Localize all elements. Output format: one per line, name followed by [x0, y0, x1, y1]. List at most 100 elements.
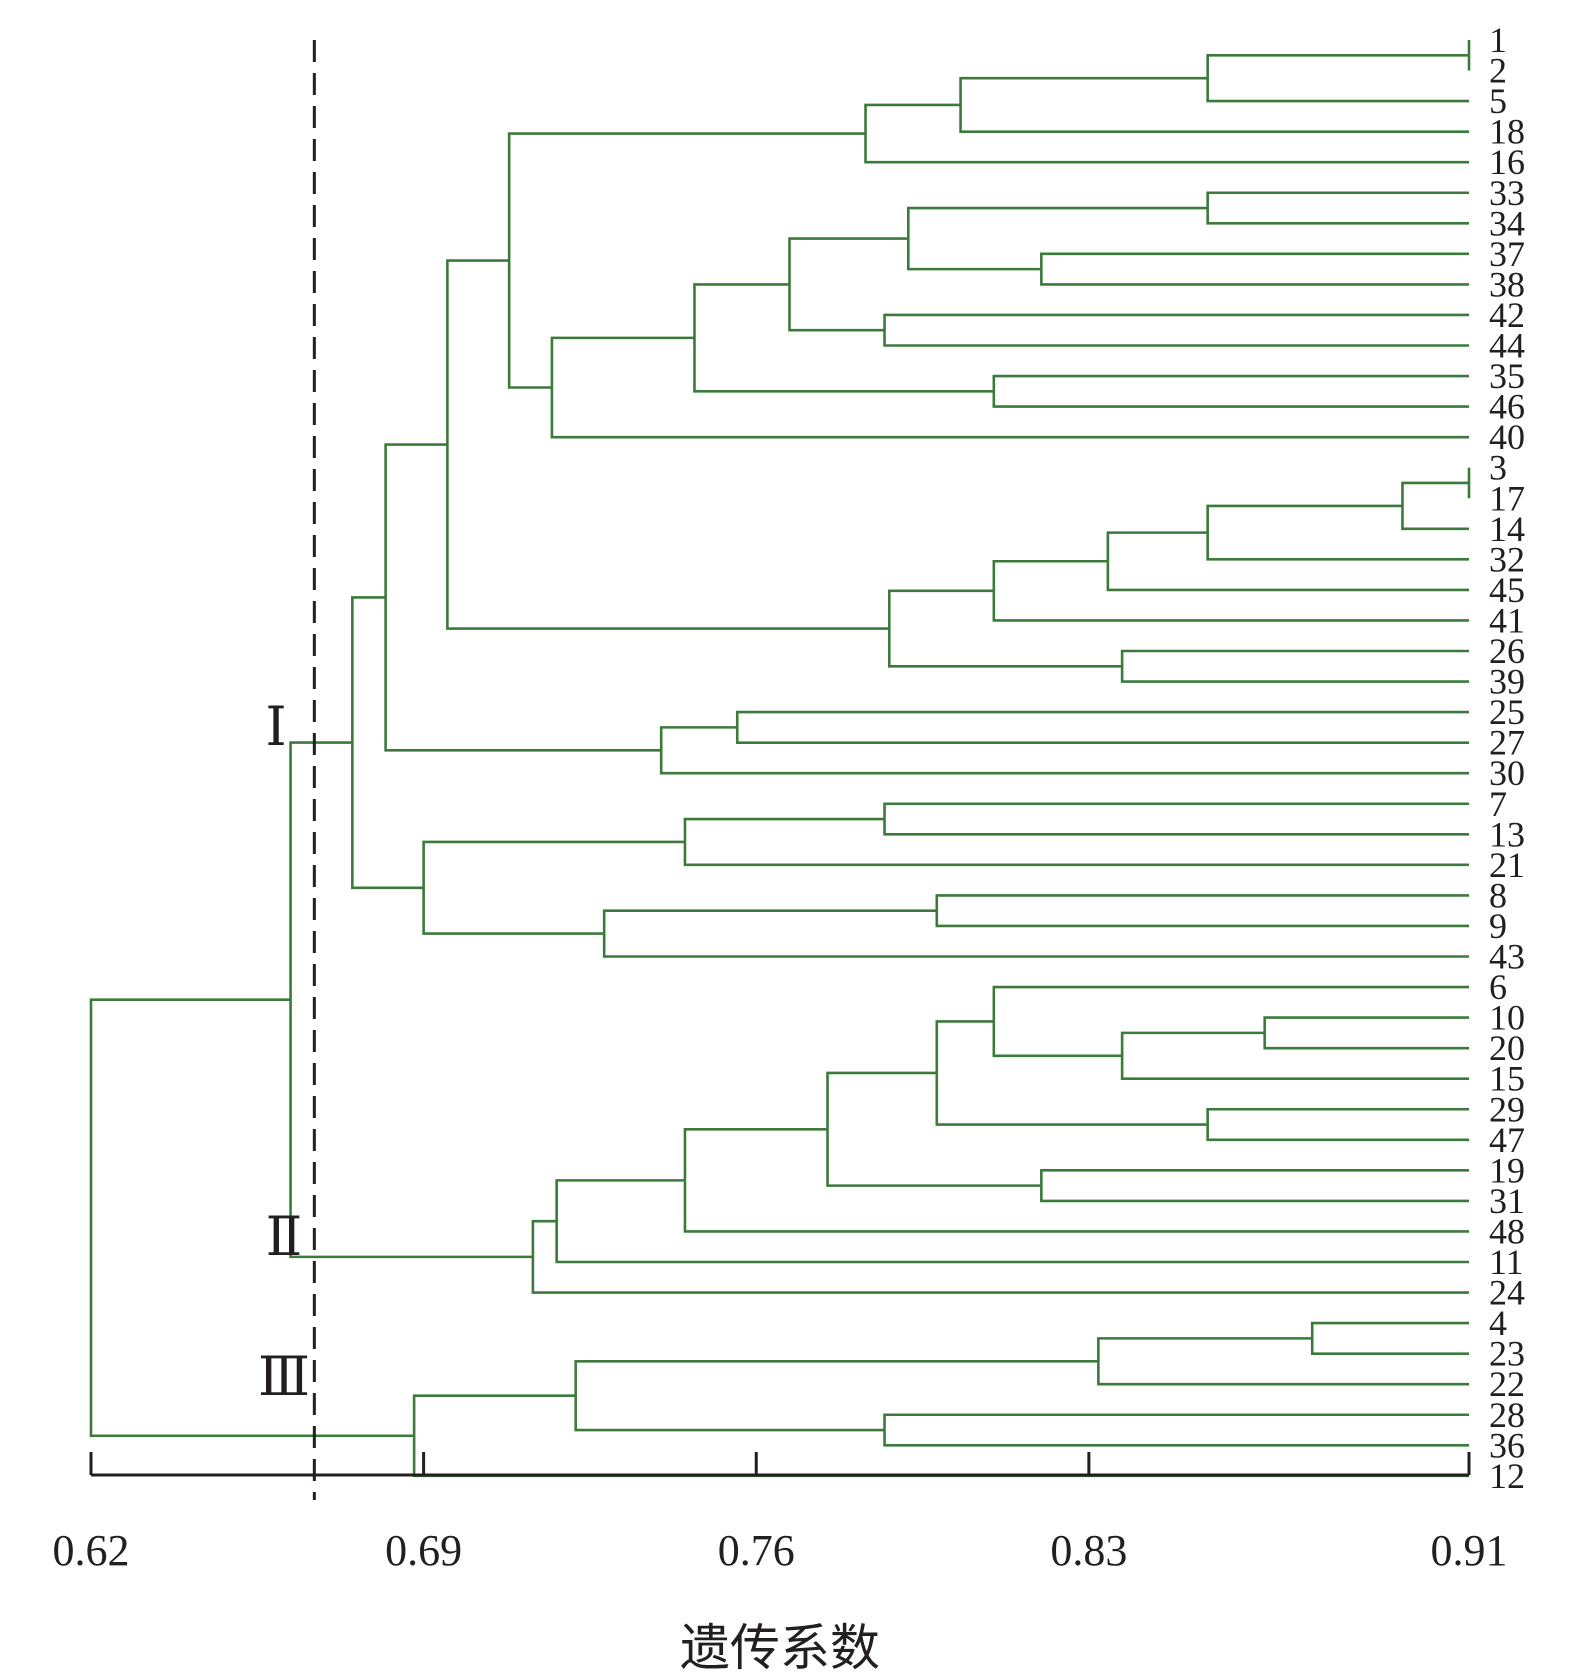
leaf-label: 24: [1489, 1273, 1525, 1313]
leaf-label: 25: [1489, 692, 1525, 732]
leaf-label: 18: [1489, 112, 1525, 152]
leaf-label: 48: [1489, 1211, 1525, 1251]
leaf-label: 21: [1489, 845, 1525, 885]
dendrogram-branch: [446, 259, 890, 630]
dendrogram-branch: [1206, 191, 1469, 225]
dendrogram-branch: [1310, 1321, 1469, 1355]
leaf-label: 2: [1489, 51, 1507, 91]
dendrogram-branch: [351, 596, 424, 890]
leaf-label: 15: [1489, 1059, 1525, 1099]
leaf-label: 44: [1489, 326, 1525, 366]
x-axis: 0.62 0.69 0.76 0.83 0.91: [53, 1452, 1508, 1575]
leaf-labels: 1251816333437384244354640317143245412639…: [1489, 20, 1525, 1496]
leaf-label: 30: [1489, 753, 1525, 793]
leaf-label: 17: [1489, 478, 1525, 518]
leaf-label: 9: [1489, 906, 1507, 946]
leaf-label: 12: [1489, 1456, 1525, 1496]
leaf-label: 38: [1489, 264, 1525, 304]
leaf-label: 22: [1489, 1364, 1525, 1404]
dendrogram-branches: [89, 40, 1471, 1478]
dendrogram-branch: [507, 132, 866, 389]
dendrogram-branch: [1206, 504, 1469, 561]
leaf-label: 16: [1489, 142, 1525, 182]
leaf-label: 34: [1489, 203, 1525, 243]
dendrogram-branch: [1106, 531, 1469, 592]
dendrogram-branch: [992, 559, 1469, 622]
leaf-label: 32: [1489, 539, 1525, 579]
x-tick-label: 0.69: [385, 1526, 462, 1575]
dendrogram-branch: [693, 283, 994, 393]
dendrogram-branch: [289, 741, 533, 1259]
x-tick-label: 0.62: [53, 1526, 130, 1575]
leaf-label: 7: [1489, 784, 1507, 824]
dendrogram-branch: [1097, 1337, 1469, 1386]
leaf-label: 11: [1489, 1242, 1524, 1282]
cluster-label: Ⅲ: [258, 1347, 310, 1407]
dendrogram-branch: [1040, 1169, 1469, 1203]
dendrogram-branch: [935, 894, 1469, 928]
dendrogram-branch: [550, 336, 1469, 439]
leaf-label: 26: [1489, 631, 1525, 671]
dendrogram-branch: [412, 1394, 1469, 1478]
dendrogram-branch: [883, 313, 1469, 347]
dendrogram-branch: [683, 817, 1469, 867]
leaf-label: 6: [1489, 967, 1507, 1007]
leaf-label: 20: [1489, 1028, 1525, 1068]
dendrogram-branch: [1040, 252, 1469, 286]
leaf-label: 39: [1489, 662, 1525, 702]
dendrogram-branch: [826, 1071, 1042, 1187]
leaf-label: 5: [1489, 81, 1507, 121]
leaf-label: 40: [1489, 417, 1525, 457]
leaf-label: 14: [1489, 509, 1525, 549]
dendrogram-branch: [864, 103, 1469, 164]
leaf-label: 1: [1489, 20, 1507, 60]
dendrogram-branch: [574, 1359, 1099, 1432]
cluster-labels: Ⅰ Ⅱ Ⅲ: [258, 697, 310, 1407]
leaf-label: 3: [1489, 448, 1507, 488]
x-axis-title: 遗传系数: [680, 1620, 880, 1676]
x-tick-label: 0.91: [1431, 1526, 1508, 1575]
dendrogram-branch: [89, 998, 415, 1438]
dendrogram-branch: [384, 443, 662, 752]
dendrogram-branch: [1120, 649, 1469, 683]
dendrogram-branch: [788, 237, 909, 332]
leaf-label: 27: [1489, 723, 1525, 763]
x-tick-label: 0.76: [718, 1526, 795, 1575]
dendrogram-branch: [883, 802, 1469, 836]
leaf-label: 10: [1489, 998, 1525, 1038]
dendrogram-branch: [602, 909, 1469, 958]
dendrogram-branch: [422, 840, 685, 935]
leaf-label: 37: [1489, 234, 1525, 274]
dendrogram-branch: [555, 1179, 1469, 1264]
dendrogram-branch: [1206, 53, 1469, 103]
leaf-label: 35: [1489, 356, 1525, 396]
leaf-label: 13: [1489, 814, 1525, 854]
leaf-label: 41: [1489, 600, 1525, 640]
dendrogram-branch: [935, 1020, 1208, 1126]
dendrogram-branch: [683, 1128, 1469, 1233]
dendrogram-branch: [906, 206, 1208, 271]
dendrogram-branch: [883, 1413, 1469, 1447]
leaf-label: 29: [1489, 1089, 1525, 1129]
dendrogram-branch: [887, 589, 1123, 668]
leaf-label: 46: [1489, 387, 1525, 427]
x-tick-label: 0.83: [1050, 1526, 1127, 1575]
dendrogram-branch: [659, 726, 1469, 775]
leaf-label: 23: [1489, 1334, 1525, 1374]
dendrogram-branch: [959, 76, 1469, 133]
leaf-label: 4: [1489, 1303, 1507, 1343]
leaf-label: 47: [1489, 1120, 1525, 1160]
dendrogram-branch: [1401, 481, 1469, 531]
leaf-label: 8: [1489, 875, 1507, 915]
dendrogram-branch: [1120, 1031, 1469, 1080]
cluster-label: Ⅰ: [265, 697, 286, 757]
leaf-label: 31: [1489, 1181, 1525, 1221]
leaf-label: 28: [1489, 1395, 1525, 1435]
leaf-label: 19: [1489, 1150, 1525, 1190]
leaf-label: 45: [1489, 570, 1525, 610]
cluster-label: Ⅱ: [266, 1207, 303, 1267]
leaf-label: 36: [1489, 1425, 1525, 1465]
dendrogram-branch: [992, 985, 1469, 1058]
leaf-label: 42: [1489, 295, 1525, 335]
